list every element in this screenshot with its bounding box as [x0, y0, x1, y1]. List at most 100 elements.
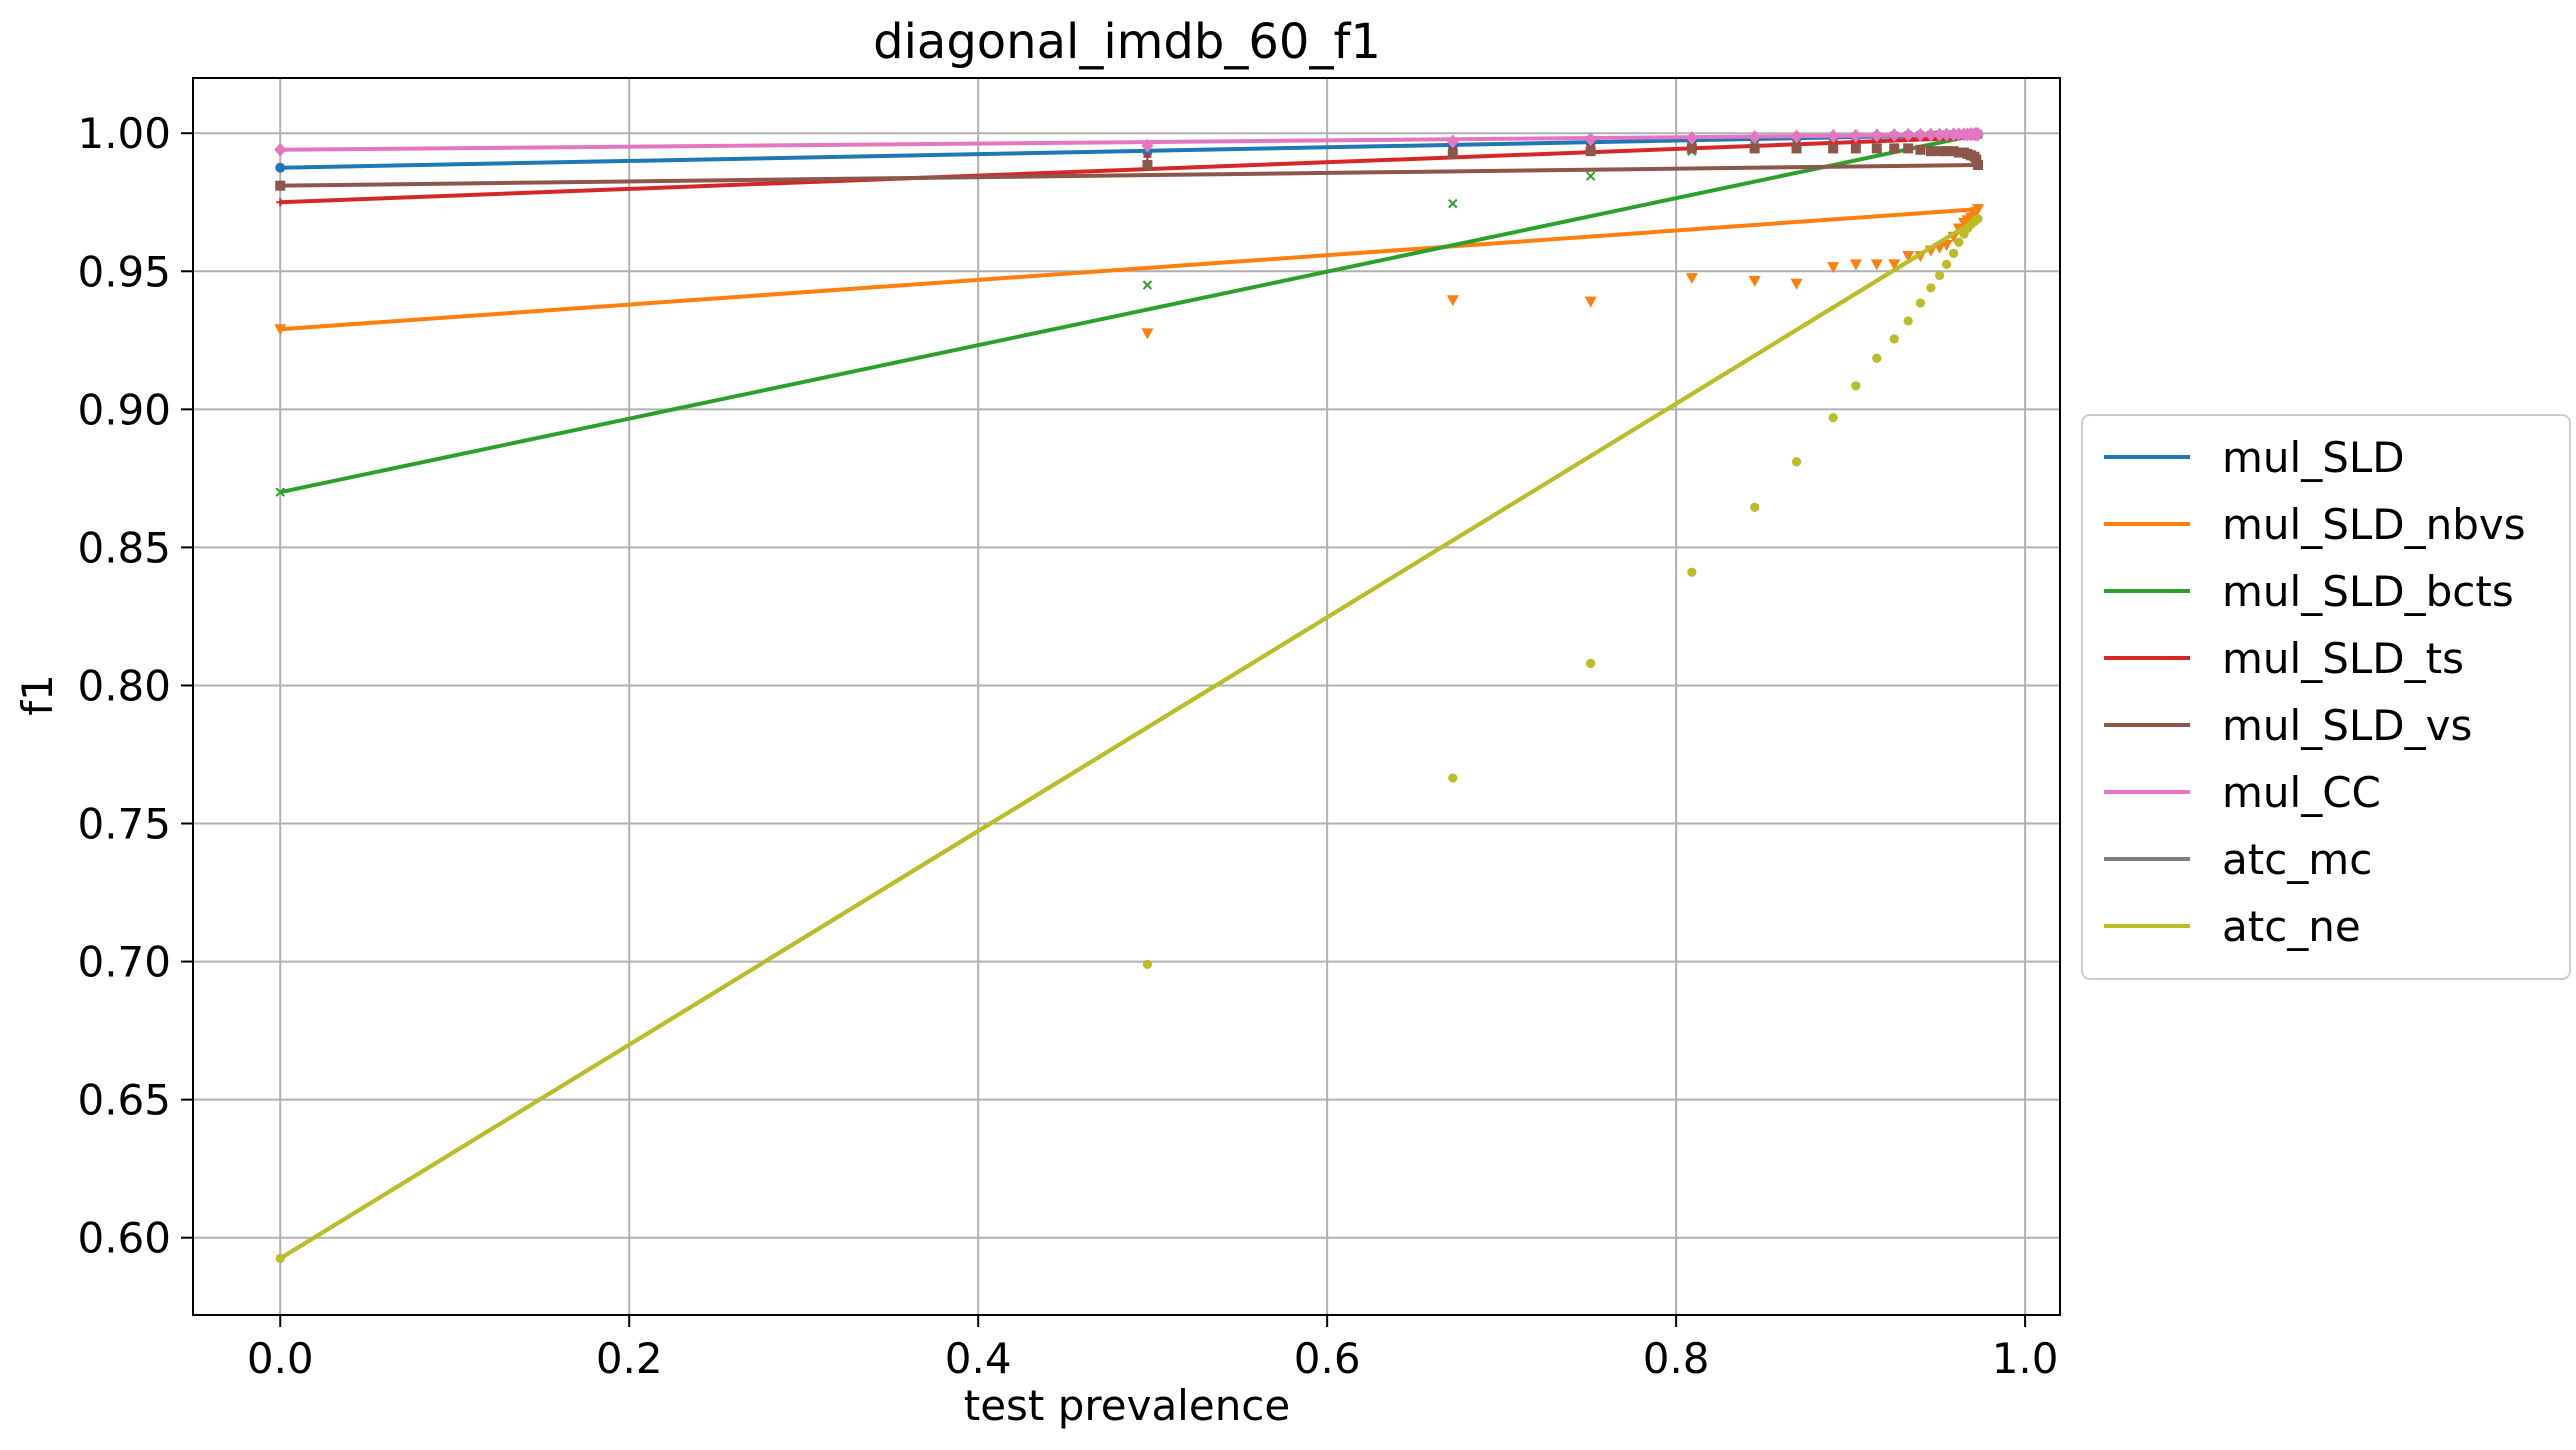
x-axis-label: test prevalence — [964, 1381, 1291, 1430]
data-point — [1686, 143, 1697, 154]
data-point — [1828, 143, 1839, 154]
x-tick-label: 0.0 — [247, 1334, 314, 1383]
data-point — [1933, 127, 1946, 142]
data-point — [1953, 147, 1964, 158]
series-trend-line — [279, 132, 1979, 495]
legend-label: mul_CC — [2222, 768, 2381, 817]
series-trend-line — [280, 207, 1979, 332]
data-point — [1870, 128, 1883, 143]
data-point — [1870, 259, 1883, 271]
series-atc-ne — [275, 214, 1983, 1263]
data-point — [1935, 270, 1945, 280]
series-trend-line — [279, 217, 1980, 1261]
data-point — [1748, 275, 1761, 287]
data-point — [1971, 204, 1984, 216]
data-point — [1850, 143, 1861, 154]
x-tick-label: 1.0 — [1992, 1334, 2059, 1383]
data-point — [1889, 143, 1900, 154]
legend-label: atc_ne — [2222, 902, 2361, 951]
data-point — [1902, 127, 1915, 142]
data-point — [1941, 146, 1952, 157]
legend-label: mul_SLD_nbvs — [2222, 500, 2526, 549]
y-tick-label: 0.60 — [77, 1214, 171, 1263]
data-point — [1828, 413, 1838, 423]
legend-label: mul_SLD_vs — [2222, 701, 2472, 750]
x-tick-label: 0.8 — [1643, 1334, 1710, 1383]
data-point — [1849, 128, 1862, 143]
data-point — [1954, 237, 1964, 247]
plot-frame — [192, 77, 2061, 1316]
data-point — [1790, 278, 1803, 290]
data-point — [1915, 298, 1925, 308]
data-point — [1750, 502, 1760, 512]
data-point — [1915, 144, 1926, 155]
series-mul-CC — [274, 127, 1984, 157]
data-point — [1827, 262, 1840, 274]
y-axis-label: f1 — [13, 674, 62, 716]
x-tick-label: 0.4 — [945, 1334, 1012, 1383]
data-point — [1925, 146, 1936, 157]
data-point — [1949, 248, 1959, 258]
chart-title: diagonal_imdb_60_f1 — [873, 14, 1381, 70]
data-point — [1973, 214, 1983, 224]
data-point — [274, 142, 287, 157]
data-point — [1940, 127, 1953, 142]
series-trend-line — [280, 162, 1979, 188]
data-point — [1143, 152, 1152, 161]
data-point — [1584, 132, 1597, 147]
data-point — [1584, 296, 1597, 308]
series-layer — [274, 127, 1984, 1263]
legend-label: atc_mc — [2222, 835, 2372, 884]
data-point — [276, 198, 285, 207]
data-point — [1586, 658, 1596, 668]
data-point — [1749, 143, 1760, 154]
data-point — [1849, 259, 1862, 271]
y-tick-label: 1.00 — [77, 109, 171, 158]
data-point — [1792, 457, 1802, 467]
x-tick-label: 0.2 — [596, 1334, 663, 1383]
legend: mul_SLD mul_SLD_nbvs mul_SLD_bcts mul_SLD_t… — [2081, 414, 2571, 980]
data-point — [275, 1253, 285, 1263]
data-point — [1888, 259, 1901, 271]
y-tick-label: 0.90 — [77, 385, 171, 434]
axis-ticks: 0.0 0.2 0.4 0.6 0.8 1.0 0.60 0.65 0.70 0.75 0.80 0.… — [77, 109, 2058, 1383]
x-tick-label: 0.6 — [1294, 1334, 1361, 1383]
data-point — [1872, 353, 1882, 363]
y-tick-label: 0.70 — [77, 938, 171, 987]
data-point — [1685, 130, 1698, 145]
data-point — [1851, 381, 1861, 391]
data-point — [1791, 143, 1802, 154]
y-tick-label: 0.65 — [77, 1076, 171, 1125]
data-point — [1948, 146, 1959, 157]
data-point — [1448, 773, 1458, 783]
legend-label: mul_SLD_bcts — [2222, 567, 2514, 616]
data-point — [1972, 159, 1983, 170]
data-point — [1903, 143, 1914, 154]
data-point — [1142, 280, 1153, 290]
y-tick-label: 0.95 — [77, 247, 171, 296]
data-point — [1790, 129, 1803, 144]
data-point — [1942, 259, 1952, 269]
data-point — [275, 180, 286, 191]
y-tick-label: 0.85 — [77, 523, 171, 572]
data-point — [274, 324, 287, 336]
data-point — [275, 487, 285, 497]
data-point — [1447, 148, 1458, 159]
data-point — [1687, 567, 1697, 577]
data-point — [1446, 295, 1459, 307]
legend-label: mul_SLD_ts — [2222, 634, 2464, 683]
data-point — [1871, 143, 1882, 154]
legend-label: mul_SLD — [2222, 433, 2405, 482]
data-point — [1141, 138, 1154, 153]
data-point — [1142, 159, 1153, 170]
data-point — [1827, 128, 1840, 143]
data-point — [1940, 240, 1953, 252]
data-point — [1585, 146, 1596, 157]
data-point — [1585, 171, 1596, 181]
data-point — [1924, 127, 1937, 142]
data-point — [1685, 273, 1698, 285]
data-point — [1889, 334, 1899, 344]
data-point — [1926, 283, 1936, 293]
data-point — [1446, 134, 1459, 149]
